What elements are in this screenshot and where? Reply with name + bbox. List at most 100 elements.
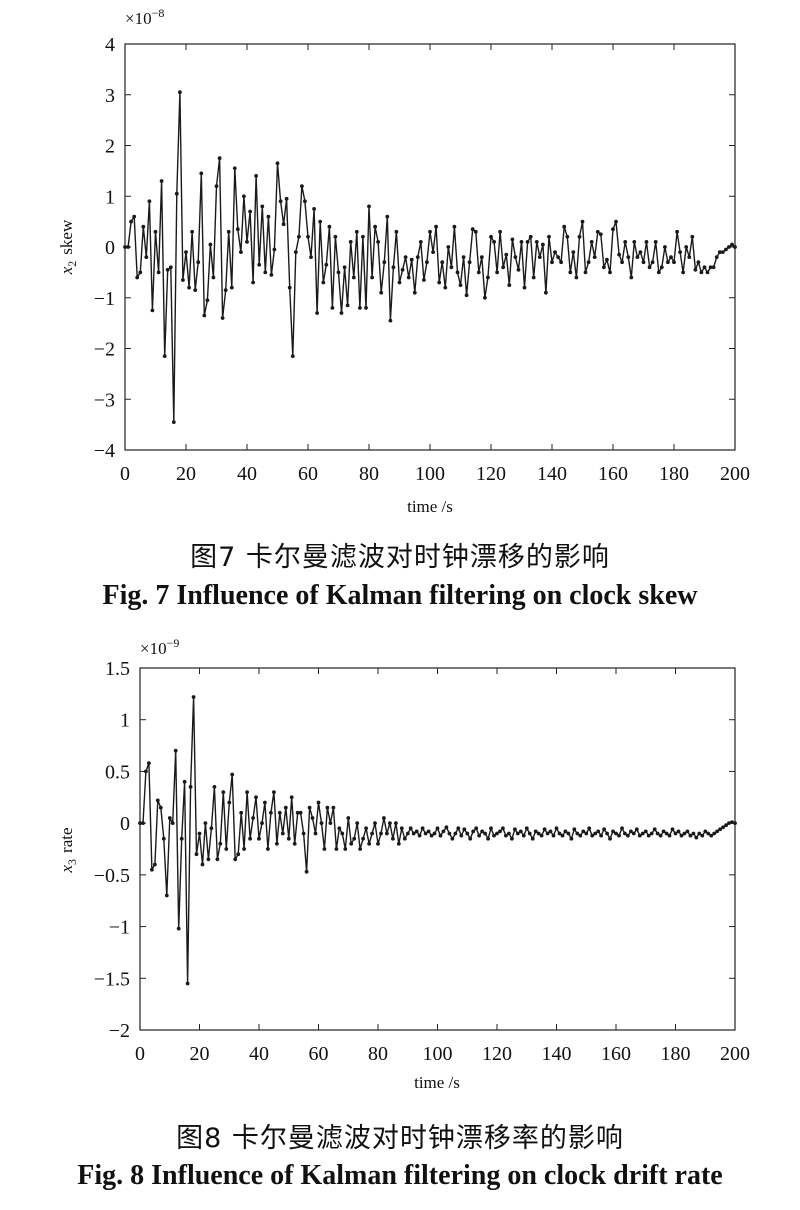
data-point [706,831,711,836]
data-point [167,816,172,820]
data-point [565,234,570,239]
data-point [194,852,199,857]
x-axis-label: time /s [407,497,453,516]
data-point [214,184,219,189]
x-tick-label: 80 [359,463,379,485]
data-point [536,831,541,836]
data-point [578,833,583,838]
data-point [492,833,496,838]
data-point [510,237,515,242]
data-point [489,234,493,239]
data-point [521,833,526,838]
data-point [429,833,434,838]
data-point [417,833,422,838]
data-point [637,833,642,838]
data-point [574,275,579,280]
data-point [159,179,164,183]
data-point [620,260,624,265]
x-tick-label: 0 [135,1043,145,1065]
data-point [405,831,410,836]
data-point [328,821,333,825]
data-point [468,836,473,841]
data-point [569,836,574,841]
data-point [675,229,679,234]
data-point [566,831,571,836]
data-point [206,857,211,862]
data-point [235,227,240,232]
data-point [545,831,550,836]
data-point [501,265,506,270]
data-point [292,841,297,846]
data-point [412,290,417,295]
data-point [138,270,143,275]
data-point [507,283,512,287]
data-point [242,847,247,851]
data-point [303,199,307,204]
data-point [272,247,277,252]
data-point [510,836,514,841]
data-point [614,831,618,836]
data-point [539,833,544,838]
data-point [694,835,699,840]
data-point [676,829,681,834]
data-point [197,831,202,836]
data-point [322,847,327,851]
data-point [418,240,423,244]
series-line [140,696,736,985]
data-point [431,250,435,255]
data-point [272,790,276,794]
data-point [409,257,414,262]
data-point [400,267,405,272]
data-point [212,785,217,789]
data-point [162,354,167,358]
data-point [275,161,280,166]
data-point [605,257,609,262]
data-point [458,283,463,287]
data-point [367,841,371,846]
figure-7-caption-chinese: 图7 卡尔曼滤波对时钟漂移的影响 [190,542,610,573]
data-point [495,831,499,836]
data-point [684,245,689,249]
data-point [518,829,523,834]
data-point [699,270,704,275]
x-tick-label: 20 [190,1043,210,1065]
data-point [394,821,398,825]
y-tick-label: −1 [109,917,130,939]
data-point [135,275,140,280]
data-point [397,280,402,285]
data-point [179,836,184,841]
data-point [408,826,413,831]
data-point [304,869,309,874]
data-point [150,308,155,313]
data-point [203,821,208,825]
data-point [678,250,682,255]
data-point [217,156,222,161]
data-point [220,316,225,320]
data-point [599,833,603,838]
data-point [476,270,481,275]
data-point [233,857,238,862]
data-point [513,827,517,832]
data-point [349,841,354,846]
data-point [595,229,600,234]
x-tick-label: 60 [298,463,318,485]
data-point [629,275,634,280]
data-point [126,245,130,249]
y-tick-label: −0.5 [94,865,130,887]
data-point [358,847,362,851]
data-point [239,250,243,255]
data-point [557,831,562,836]
data-point [572,827,577,832]
data-point [260,204,265,209]
data-point [358,306,362,310]
y-tick-label: −2 [109,1020,130,1042]
data-point [336,270,341,275]
data-point [623,240,628,244]
data-point [391,836,395,841]
data-point [364,306,368,310]
data-point [711,265,716,270]
data-point [640,831,645,836]
data-point [653,240,658,244]
data-point [489,826,493,831]
data-point [251,816,256,820]
